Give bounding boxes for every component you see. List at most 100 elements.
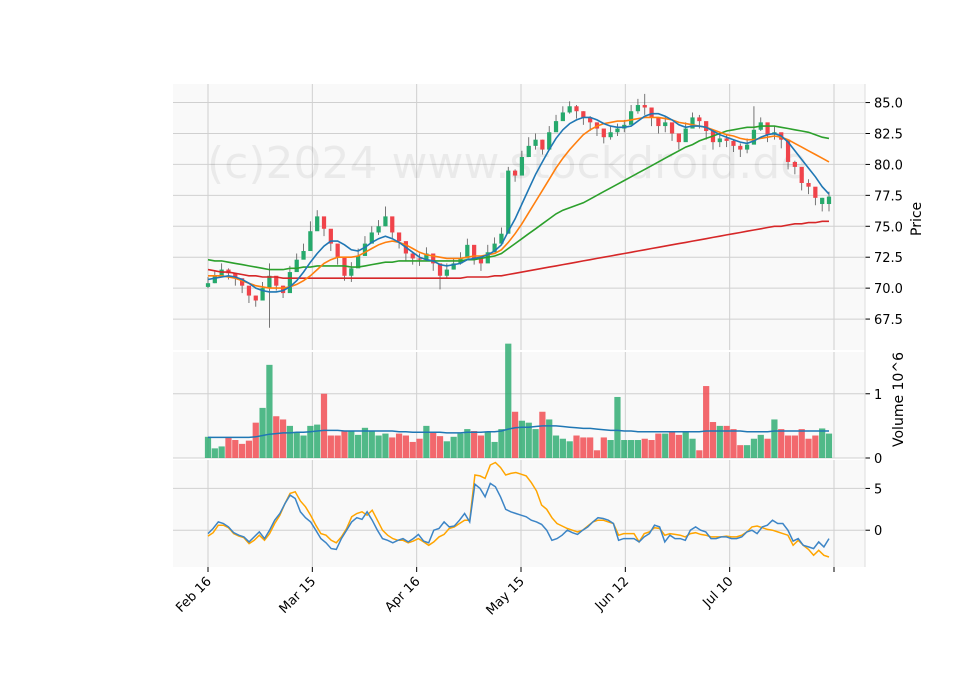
candle-body bbox=[704, 121, 709, 132]
volume-bar bbox=[791, 435, 798, 458]
candle-body bbox=[519, 156, 525, 176]
volume-bar bbox=[498, 429, 505, 458]
volume-bar bbox=[546, 419, 553, 458]
x-tick-label: Jun 12 bbox=[592, 574, 632, 614]
volume-bar bbox=[355, 434, 362, 458]
price-layer bbox=[205, 93, 832, 328]
volume-bar bbox=[266, 364, 273, 458]
volume-bar bbox=[593, 450, 601, 458]
candle-body bbox=[642, 105, 647, 108]
volume-bar bbox=[477, 435, 485, 458]
candle-body bbox=[506, 170, 511, 234]
volume-bar bbox=[709, 422, 717, 458]
volume-bar bbox=[778, 429, 785, 458]
y-tick-label: 82.5 bbox=[874, 127, 903, 142]
volume-bar bbox=[812, 435, 819, 458]
candle-body bbox=[683, 128, 688, 143]
candle-body bbox=[731, 140, 736, 146]
volume-bar bbox=[539, 411, 546, 458]
volume-layer bbox=[204, 343, 833, 458]
volume-bar bbox=[771, 419, 778, 458]
volume-bar bbox=[641, 438, 648, 458]
candle-body bbox=[792, 161, 797, 167]
y-tick-label: 70.0 bbox=[874, 282, 903, 297]
volume-bar bbox=[245, 440, 253, 458]
volume-bar bbox=[259, 407, 266, 458]
candle-body bbox=[212, 275, 217, 284]
candle-body bbox=[751, 129, 757, 145]
candle-body bbox=[581, 111, 586, 118]
candle-body bbox=[335, 243, 340, 258]
volume-bar bbox=[716, 425, 723, 458]
candle-body bbox=[362, 243, 368, 256]
price-panel-bg bbox=[173, 84, 865, 350]
candle-body bbox=[669, 122, 675, 134]
volume-bar bbox=[252, 422, 259, 458]
volume-bar bbox=[457, 433, 464, 458]
volume-bar bbox=[293, 432, 300, 458]
volume-bar bbox=[402, 435, 410, 458]
candle-body bbox=[697, 117, 702, 122]
sma-short-line bbox=[207, 112, 830, 293]
candle-body bbox=[608, 132, 613, 138]
candle-body bbox=[437, 263, 443, 276]
candle-body bbox=[280, 285, 286, 294]
candle-body bbox=[744, 144, 750, 150]
candle-body bbox=[785, 139, 791, 162]
candle-body bbox=[560, 112, 565, 122]
volume-bar bbox=[484, 432, 491, 458]
candle-body bbox=[540, 139, 545, 150]
candle-body bbox=[267, 275, 272, 289]
volume-bar bbox=[341, 431, 348, 458]
candle-body bbox=[472, 244, 477, 259]
volume-bar bbox=[361, 427, 369, 458]
candle-body bbox=[806, 182, 811, 187]
volume-bar bbox=[464, 429, 471, 458]
candle-body bbox=[478, 258, 484, 264]
candle-body bbox=[813, 186, 818, 198]
y-tick-label: 77.5 bbox=[874, 189, 903, 204]
volume-bar bbox=[819, 428, 826, 458]
volume-bar bbox=[443, 441, 450, 458]
volume-bar bbox=[805, 438, 812, 458]
candle-body bbox=[465, 244, 470, 259]
volume-axis-label: Volume 10^6 bbox=[891, 352, 907, 447]
volume-bar bbox=[348, 431, 355, 458]
volume-bar bbox=[232, 440, 239, 458]
volume-bar bbox=[634, 440, 642, 458]
volume-bar bbox=[518, 420, 526, 458]
candle-body bbox=[451, 263, 456, 270]
volume-bar bbox=[703, 386, 710, 458]
candle-body bbox=[356, 255, 361, 269]
volume-bar bbox=[327, 435, 334, 458]
indicator-panel-bg bbox=[173, 460, 865, 567]
volume-bar bbox=[416, 438, 423, 458]
x-tick-label: Apr 16 bbox=[382, 574, 423, 615]
sma-long-line bbox=[207, 125, 830, 271]
y-tick-label: 67.5 bbox=[874, 313, 903, 328]
volume-bar bbox=[668, 431, 676, 458]
volume-bar bbox=[566, 441, 573, 458]
candle-body bbox=[274, 275, 279, 286]
volume-bar bbox=[682, 432, 689, 458]
volume-bar bbox=[409, 441, 416, 458]
volume-bar bbox=[423, 425, 430, 458]
indicator-blue-line bbox=[207, 482, 830, 551]
y-tick-label: 85.0 bbox=[874, 97, 903, 112]
volume-bar bbox=[552, 435, 560, 458]
candle-body bbox=[308, 231, 313, 252]
candle-body bbox=[601, 128, 606, 138]
candle-body bbox=[328, 228, 333, 244]
volume-bar bbox=[436, 436, 444, 458]
candle-body bbox=[444, 269, 449, 276]
volume-bar bbox=[614, 396, 621, 458]
sma-mid-line bbox=[208, 116, 830, 289]
candle-body bbox=[512, 170, 518, 176]
candle-body bbox=[390, 216, 395, 233]
volume-bar bbox=[300, 435, 307, 458]
y-tick-label: 0 bbox=[874, 524, 882, 539]
volume-bar bbox=[307, 425, 314, 458]
y-tick-label: 80.0 bbox=[874, 158, 903, 173]
